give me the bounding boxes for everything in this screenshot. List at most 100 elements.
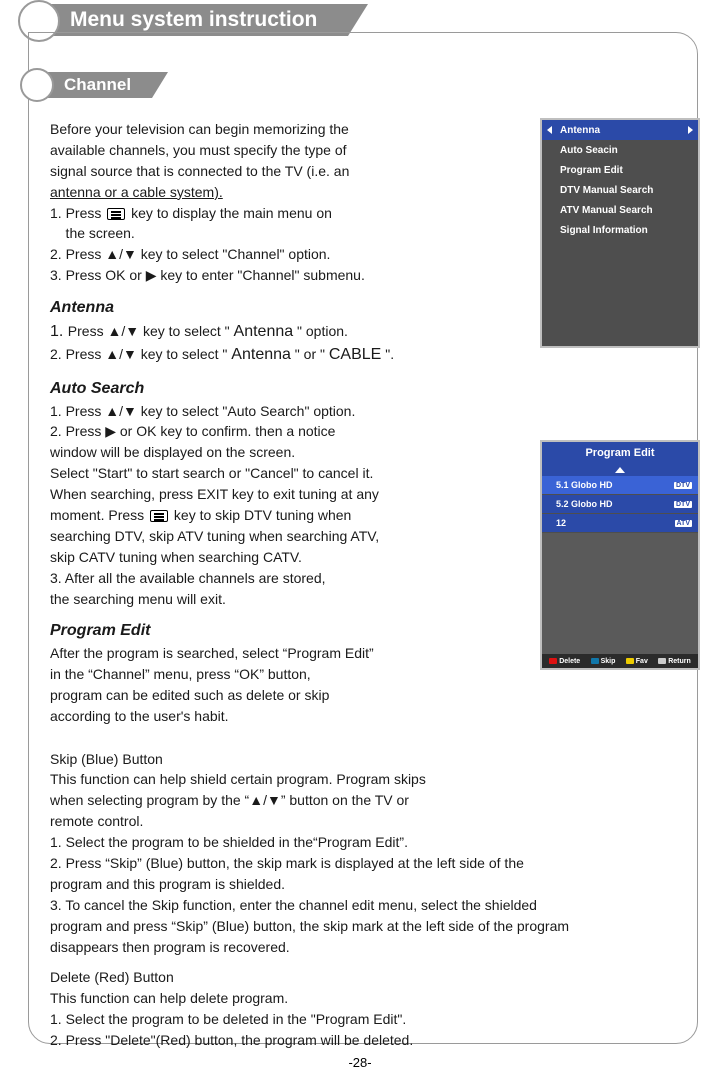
skip-line: 1. Select the program to be shielded in … [50,833,690,852]
osd2-spacer [542,533,698,654]
autosearch-heading: Auto Search [50,378,550,400]
skip-line: 3. To cancel the Skip function, enter th… [50,896,690,915]
legend-item: Fav [626,658,648,665]
osd-item-label: ATV Manual Search [560,205,653,216]
arrow-left-icon [547,126,552,134]
text: " option. [297,323,348,339]
section-tab: Channel [18,70,178,102]
skip-line: program and press “Skip” (Blue) button, … [50,917,690,936]
auto-line: 2. Press ▶ or OK key to confirm. then a … [50,422,550,441]
skip-block: Skip (Blue) Button This function can hel… [50,750,690,957]
osd-program-edit: Program Edit 5.1 Globo HD DTV 5.2 Globo … [540,440,700,670]
intro-step: 3. Press OK or ▶ key to enter "Channel" … [50,266,550,285]
intro-line: available channels, you must specify the… [50,141,550,160]
intro-step: the screen. [50,224,550,243]
osd-item-label: Signal Information [560,225,648,236]
skip-line: This function can help shield certain pr… [50,770,690,789]
auto-line: moment. Press key to skip DTV tuning whe… [50,506,550,525]
legend-label: Return [668,658,691,665]
legend-label: Fav [636,658,648,665]
del-line: 1. Select the program to be deleted in t… [50,1010,690,1029]
osd-item[interactable]: DTV Manual Search [542,180,698,200]
program-tag: DTV [674,482,692,489]
antenna-block: Antenna 1. Press ▲/▼ key to select " Ant… [50,297,550,366]
text: " or " [295,346,325,362]
progedit-heading: Program Edit [50,620,550,642]
legend-dot-icon [549,658,557,664]
osd-item-label: Program Edit [560,165,623,176]
text: 1. [50,323,68,340]
antenna-line: 2. Press ▲/▼ key to select " Antenna " o… [50,344,550,366]
legend-label: Skip [601,658,616,665]
pe-line: in the “Channel” menu, press “OK” button… [50,665,550,684]
auto-line: skip CATV tuning when searching CATV. [50,548,550,567]
text: ". [385,346,394,362]
auto-line: When searching, press EXIT key to exit t… [50,485,550,504]
section-circle-icon [20,68,54,102]
program-label: 5.1 Globo HD [556,480,613,490]
legend-dot-icon [591,658,599,664]
auto-line: Select "Start" to start search or "Cance… [50,464,550,483]
auto-line: 3. After all the available channels are … [50,569,550,588]
skip-heading: Skip (Blue) Button [50,750,690,769]
osd-item[interactable]: Auto Seacin [542,140,698,160]
intro-step: 2. Press ▲/▼ key to select "Channel" opt… [50,245,550,264]
osd2-title: Program Edit [542,442,698,464]
progedit-block: Program Edit After the program is search… [50,620,550,725]
auto-line: 1. Press ▲/▼ key to select "Auto Search"… [50,402,550,421]
program-row[interactable]: 5.1 Globo HD DTV [542,476,698,494]
program-row[interactable]: 12 ATV [542,514,698,532]
section-title: Channel [42,72,152,98]
program-tag: DTV [674,501,692,508]
program-label: 5.2 Globo HD [556,499,613,509]
skip-line: program and this program is shielded. [50,875,690,894]
delete-block: Delete (Red) Button This function can he… [50,968,690,1050]
del-line: 2. Press "Delete"(Red) button, the progr… [50,1031,690,1050]
intro-line: signal source that is connected to the T… [50,162,550,181]
text: Press ▲/▼ key to select " [68,323,230,339]
page-number: -28- [0,1055,720,1070]
legend-item: Delete [549,658,580,665]
auto-line: the searching menu will exit. [50,590,550,609]
osd-item[interactable]: Program Edit [542,160,698,180]
legend-item: Return [658,658,691,665]
skip-line: 2. Press “Skip” (Blue) button, the skip … [50,854,690,873]
skip-line: remote control. [50,812,690,831]
antenna-heading: Antenna [50,297,550,319]
intro-line: Before your television can begin memoriz… [50,120,550,139]
osd-item-label: Auto Seacin [560,145,618,156]
delete-heading: Delete (Red) Button [50,968,690,987]
legend-dot-icon [658,658,666,664]
legend-item: Skip [591,658,616,665]
arrow-right-icon [688,126,693,134]
intro-line: antenna or a cable system). [50,183,550,202]
pe-line: program can be edited such as delete or … [50,686,550,705]
text: 1. Press [50,205,105,221]
osd-item[interactable]: Signal Information [542,220,698,240]
text: Antenna [234,323,294,340]
page: Menu system instruction Channel Before y… [0,0,720,1076]
auto-line: searching DTV, skip ATV tuning when sear… [50,527,550,546]
program-tag: ATV [675,520,692,527]
text: CABLE [329,346,381,363]
intro-step: 1. Press key to display the main menu on [50,204,550,223]
menu-icon [150,510,168,522]
skip-line: disappears then program is recovered. [50,938,690,957]
del-line: This function can help delete program. [50,989,690,1008]
auto-line: window will be displayed on the screen. [50,443,550,462]
pe-line: according to the user's habit. [50,707,550,726]
text: key to skip DTV tuning when [174,507,351,523]
antenna-line: 1. Press ▲/▼ key to select " Antenna " o… [50,321,550,343]
osd-item-label: DTV Manual Search [560,185,653,196]
text: Antenna [231,346,291,363]
program-label: 12 [556,518,566,528]
text: 2. Press ▲/▼ key to select " [50,346,227,362]
menu-icon [107,208,125,220]
osd2-legend: Delete Skip Fav Return [542,654,698,668]
osd-item-selected[interactable]: Antenna [542,120,698,140]
osd-item-label: Antenna [560,125,600,136]
legend-label: Delete [559,658,580,665]
text: moment. Press [50,507,148,523]
program-row[interactable]: 5.2 Globo HD DTV [542,495,698,513]
osd-item[interactable]: ATV Manual Search [542,200,698,220]
